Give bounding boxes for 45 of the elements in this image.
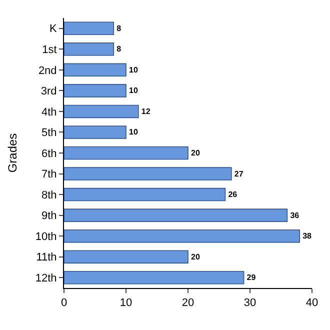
data-label: 36 [290, 210, 300, 220]
y-axis-title: Grades [6, 133, 20, 173]
bar [64, 84, 126, 98]
y-tick-label: 9th [42, 210, 57, 222]
y-tick-label: 1st [42, 44, 57, 56]
data-label: 8 [116, 24, 122, 33]
bar [64, 229, 300, 243]
bar [64, 250, 188, 264]
data-label: 26 [228, 190, 238, 200]
bar [64, 126, 126, 139]
bar [64, 146, 188, 160]
x-tick-label: 10 [120, 297, 132, 310]
bar [64, 270, 244, 284]
bar [64, 42, 114, 56]
data-label: 29 [246, 273, 256, 282]
x-tick-label: 0 [60, 297, 68, 310]
bar [64, 167, 232, 180]
y-tick-label: 8th [42, 189, 57, 202]
y-tick-label: K [49, 23, 58, 36]
data-label: 10 [129, 65, 138, 74]
bar [64, 104, 139, 118]
bar [64, 63, 126, 77]
y-tick-label: 5th [42, 127, 57, 140]
data-label: 20 [191, 252, 200, 262]
x-tick-label: 40 [306, 297, 318, 310]
y-tick-label: 7th [42, 168, 57, 181]
y-tick-label: 2nd [38, 64, 57, 77]
y-tick-label: 4th [42, 106, 57, 118]
bar [64, 188, 226, 202]
x-tick-label: 20 [182, 297, 194, 310]
data-label: 38 [302, 232, 312, 241]
data-label: 10 [129, 128, 138, 137]
y-tick-label: 10th [35, 230, 57, 243]
data-label: 10 [129, 86, 138, 96]
y-tick-label: 12th [35, 272, 57, 284]
y-tick-label: 3rd [40, 86, 57, 98]
y-tick-label: 11th [36, 252, 57, 264]
data-label: 27 [234, 169, 244, 178]
data-label: 8 [116, 44, 122, 54]
x-tick-label: 30 [244, 297, 256, 310]
data-label: 12 [141, 106, 151, 116]
y-tick-label: 6th [42, 148, 57, 160]
bar [64, 208, 288, 222]
data-label: 20 [191, 148, 200, 158]
bar [64, 22, 114, 36]
